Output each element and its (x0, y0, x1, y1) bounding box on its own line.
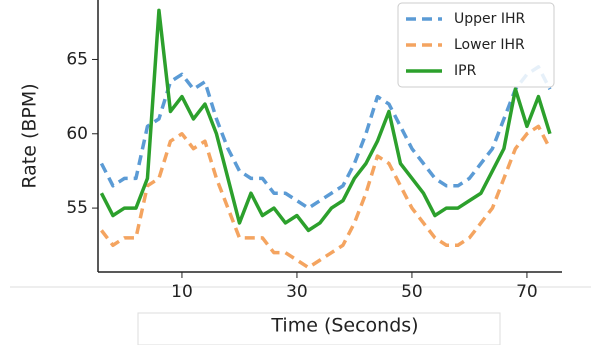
y-tick-label: 65 (66, 49, 88, 69)
series-line (99, 65, 552, 210)
legend-label: Upper IHR (454, 11, 525, 27)
x-tick-label: 50 (401, 282, 423, 302)
x-tick-label: 70 (516, 282, 538, 302)
label-box (137, 312, 501, 345)
legend-label: IPR (454, 63, 477, 79)
x-tick-label: 30 (286, 282, 308, 302)
legend-label: Lower IHR (454, 37, 525, 53)
x-tick-label: 10 (171, 282, 193, 302)
y-axis-label: Rate (BPM) (19, 83, 41, 188)
y-tick-label: 60 (66, 124, 88, 144)
series-line (99, 8, 552, 233)
legend-box (397, 2, 555, 88)
x-axis-label: Time (Seconds) (270, 315, 418, 337)
y-tick-label: 55 (66, 198, 88, 218)
